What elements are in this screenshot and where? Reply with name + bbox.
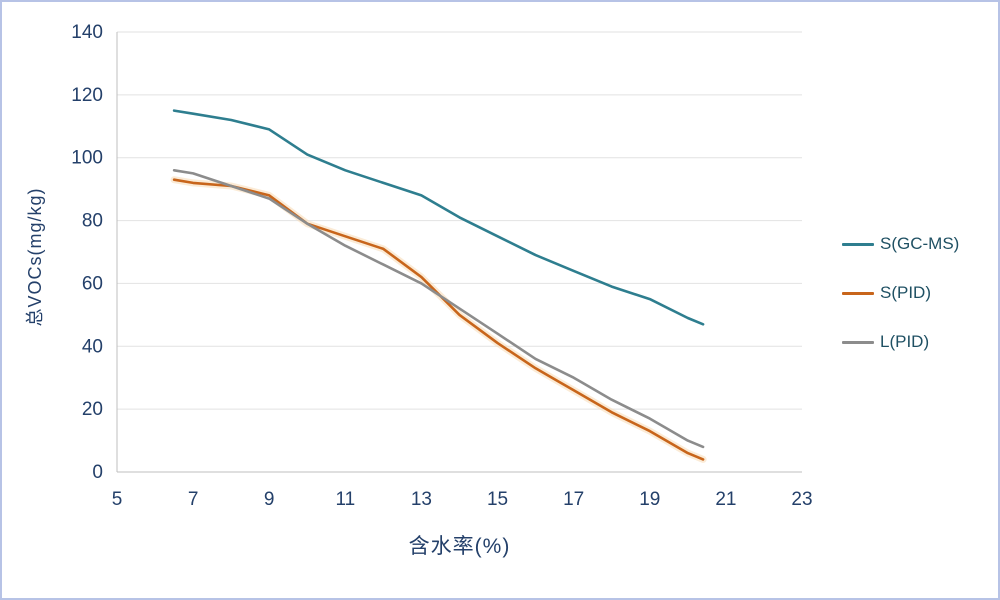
legend-label: L(PID) bbox=[880, 332, 930, 351]
x-tick-label: 5 bbox=[112, 489, 123, 510]
legend-swatch bbox=[842, 340, 874, 344]
legend-label: S(GC-MS) bbox=[880, 234, 960, 253]
x-axis-title: 含水率(%) bbox=[408, 535, 511, 558]
y-tick-label: 60 bbox=[82, 273, 103, 294]
x-tick-label: 7 bbox=[188, 489, 199, 510]
legend-label: S(PID) bbox=[880, 283, 931, 302]
x-tick-label: 23 bbox=[791, 489, 812, 510]
y-tick-label: 40 bbox=[82, 336, 103, 357]
y-axis-title: 总VOCs(mg/kg) bbox=[25, 187, 45, 327]
y-tick-label: 20 bbox=[82, 399, 103, 420]
legend-item: L(PID) bbox=[842, 332, 959, 352]
y-tick-label: 0 bbox=[92, 462, 103, 483]
legend-item: S(GC-MS) bbox=[842, 234, 959, 254]
legend-swatch bbox=[842, 242, 874, 246]
y-tick-label: 120 bbox=[71, 85, 103, 106]
y-tick-label: 80 bbox=[82, 211, 103, 232]
x-tick-label: 13 bbox=[411, 489, 432, 510]
x-tick-label: 19 bbox=[639, 489, 660, 510]
x-tick-label: 21 bbox=[715, 489, 736, 510]
y-tick-label: 100 bbox=[71, 148, 103, 169]
chart-legend: S(GC-MS) S(PID) L(PID) bbox=[842, 234, 959, 352]
x-tick-label: 9 bbox=[264, 489, 275, 510]
legend-item: S(PID) bbox=[842, 283, 959, 303]
legend-swatch bbox=[842, 291, 874, 295]
x-tick-label: 11 bbox=[335, 489, 355, 510]
series-line-L(PID) bbox=[172, 169, 705, 449]
x-tick-label: 15 bbox=[487, 489, 508, 510]
series-line-S(PID) bbox=[172, 178, 705, 461]
series-line-S(GC-MS) bbox=[172, 109, 705, 326]
x-tick-label: 17 bbox=[563, 489, 584, 510]
y-tick-label: 140 bbox=[71, 22, 103, 43]
